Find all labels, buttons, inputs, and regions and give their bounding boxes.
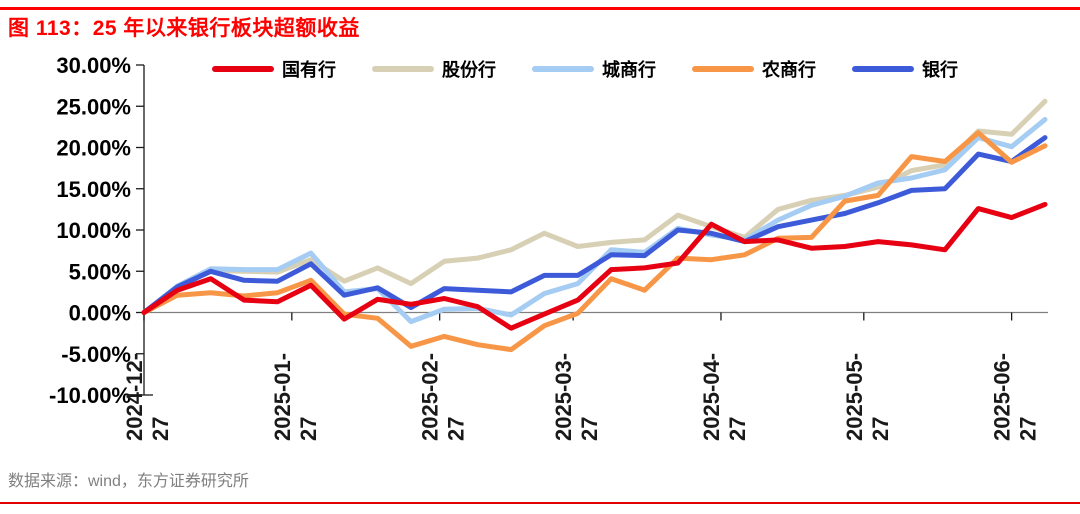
y-tick-label: 0.00%	[69, 301, 131, 326]
x-tick-label: 2024-12-27	[122, 353, 173, 441]
series-line-银行	[141, 135, 1048, 315]
top-red-rule	[0, 7, 1080, 10]
y-tick-label: 10.00%	[56, 218, 131, 243]
figure-title: 图 113：25 年以来银行板块超额收益	[8, 17, 360, 40]
data-source-note: 数据来源：wind，东方证券研究所	[8, 473, 249, 490]
x-tick-label: 2025-04-27	[699, 353, 750, 441]
y-tick-label: 30.00%	[56, 53, 131, 78]
y-tick-label: 5.00%	[69, 259, 131, 284]
y-tick-label: -5.00%	[61, 342, 131, 367]
series-line-农商行	[141, 130, 1048, 353]
x-tick-label: 2025-05-27	[842, 353, 893, 441]
y-tick-label: 20.00%	[56, 136, 131, 161]
bottom-red-rule	[0, 502, 1080, 504]
x-tick-label: 2025-02-27	[418, 353, 469, 441]
x-tick-label: 2025-06-27	[990, 353, 1041, 441]
series-line-国有行	[141, 201, 1048, 331]
x-tick-label: 2025-03-27	[551, 353, 602, 441]
y-tick-label: -10.00%	[49, 383, 131, 408]
y-tick-label: 15.00%	[56, 177, 131, 202]
chart-area: 30.00% 25.00% 20.00% 15.00% 10.00% 5.00% 0.00%…	[0, 42, 1080, 460]
y-tick-label: 25.00%	[56, 94, 131, 119]
x-tick-label: 2025-01-27	[270, 353, 321, 441]
excess-return-line-chart: 30.00% 25.00% 20.00% 15.00% 10.00% 5.00% 0.00%…	[49, 53, 1048, 441]
